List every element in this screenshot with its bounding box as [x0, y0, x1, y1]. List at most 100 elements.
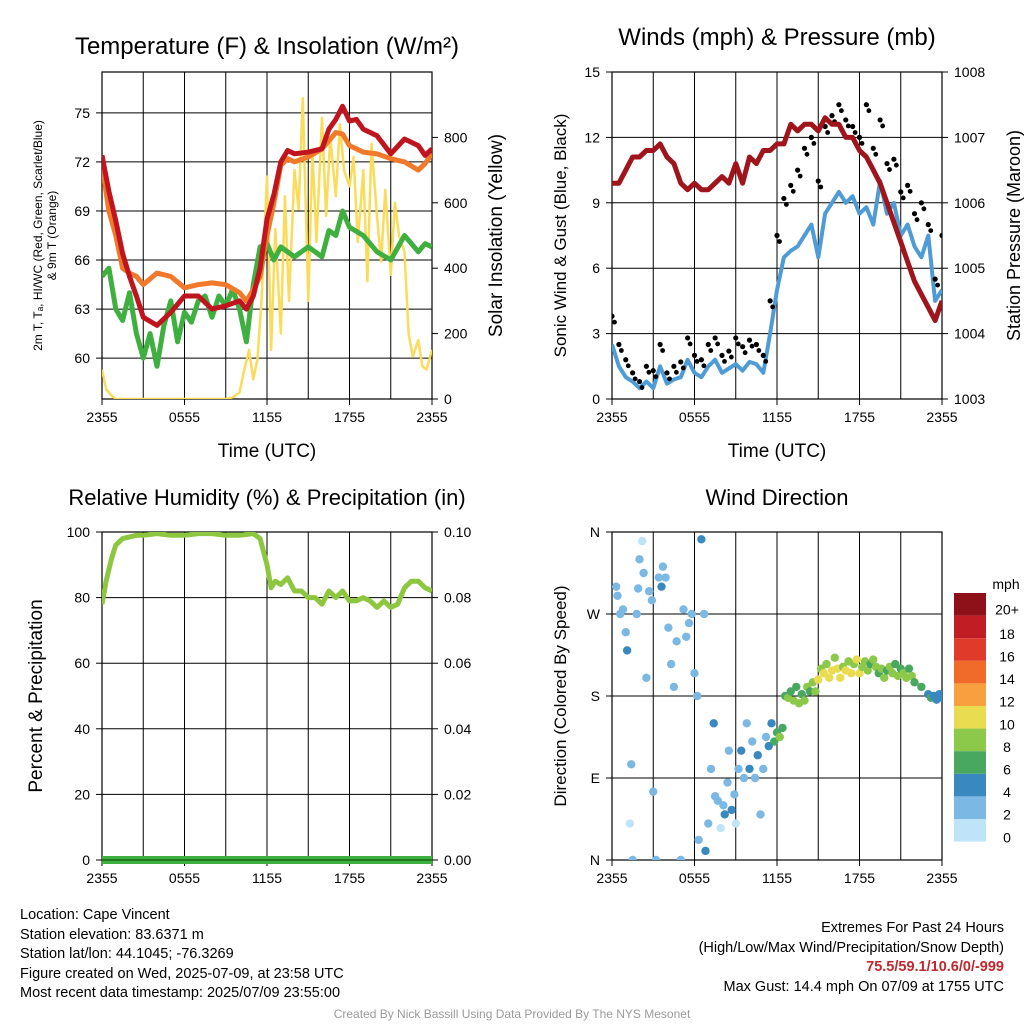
direction-point — [647, 596, 657, 605]
gust-point — [873, 151, 879, 157]
direction-point — [855, 669, 864, 678]
temperature-series — [102, 96, 432, 399]
gust-point — [797, 173, 803, 179]
direction-point — [654, 573, 663, 582]
colorbar-swatch — [954, 683, 986, 706]
gust-point — [735, 341, 741, 347]
gust-point — [863, 102, 869, 108]
pressure-y-tick-label: 1006 — [954, 195, 985, 211]
x-tick-label: 1755 — [844, 870, 875, 886]
gust-point — [900, 195, 906, 201]
gust-point — [680, 365, 686, 371]
gust-point — [742, 350, 748, 356]
direction-point — [910, 678, 919, 687]
temperature-ylabel-line1: 2m T, Tₐ, HI/WC (Red, Green, Scarlet/Blu… — [31, 120, 45, 351]
rh-y-tick-label: 0 — [82, 852, 90, 868]
direction-point — [628, 855, 637, 860]
gust-point — [770, 304, 776, 310]
direction-point — [937, 693, 942, 703]
direction-title: Wind Direction — [705, 485, 848, 510]
temperature-ylabel-line2: & 9m T (Orange) — [45, 191, 59, 281]
direction-point — [657, 582, 666, 591]
direction-point — [814, 675, 823, 684]
winds-series — [612, 102, 947, 391]
gust-point — [880, 123, 886, 129]
figure-created: Figure created on Wed, 2025-07-09, at 23… — [20, 965, 344, 982]
gust-point — [914, 217, 920, 223]
gust-point — [884, 160, 890, 167]
direction-point — [633, 584, 643, 593]
temp-y-tick-label: 69 — [74, 203, 90, 219]
gust-point — [630, 370, 636, 376]
direction-point — [836, 673, 845, 682]
pressure-ylabel: Station Pressure (Maroon) — [1004, 130, 1024, 341]
gust-point — [866, 108, 872, 114]
insolation-ylabel: Solar Insolation (Yellow) — [486, 134, 507, 337]
gust-point — [898, 189, 904, 195]
gust-point — [942, 239, 947, 244]
direction-point — [709, 719, 718, 728]
pressure-y-tick-label: 1004 — [954, 326, 985, 342]
x-tick-label: 1155 — [762, 409, 792, 425]
x-tick-label: 2355 — [926, 409, 957, 425]
direction-point — [727, 805, 736, 815]
gust-point — [691, 352, 698, 358]
gust-point — [625, 363, 631, 369]
gust-point — [616, 341, 622, 348]
gust-point — [907, 188, 913, 194]
gust-point — [891, 156, 897, 162]
colorbar-title: mph — [992, 576, 1019, 592]
direction-y-tick-label: N — [590, 852, 600, 868]
direction-point — [822, 659, 831, 669]
direction-point — [679, 605, 688, 614]
direction-points — [612, 535, 942, 860]
gust-point — [671, 363, 677, 369]
gust-point — [715, 341, 721, 347]
gust-point — [790, 188, 796, 194]
gust-point — [733, 335, 739, 341]
x-tick-label: 0555 — [169, 870, 200, 886]
gust-point — [746, 337, 753, 343]
direction-point — [797, 689, 806, 699]
gust-point — [760, 352, 766, 358]
direction-point — [719, 801, 728, 810]
direction-point — [847, 669, 856, 678]
humidity-title: Relative Humidity (%) & Precipitation (i… — [68, 485, 465, 510]
direction-point — [720, 810, 729, 819]
direction-point — [753, 751, 762, 760]
winds-ylabel-left: Sonic Wind & Gust (Blue, Black) — [551, 114, 570, 358]
series-line-temp_red — [102, 103, 432, 328]
direction-point — [742, 719, 751, 728]
winds-xlabel: Time (UTC) — [728, 441, 827, 462]
direction-point — [625, 819, 635, 828]
gust-point — [928, 228, 934, 234]
temperature-title: Temperature (F) & Insolation (W/m²) — [75, 33, 459, 60]
direction-point — [863, 666, 872, 675]
direction-point — [775, 732, 784, 742]
speed-colorbar: mph 20+ 18 16 14 12 10 8 6 4 2 0 — [954, 576, 1020, 845]
direction-point — [880, 673, 889, 682]
insolation-y-tick-label: 200 — [444, 326, 468, 342]
colorbar-label: 4 — [1003, 784, 1011, 800]
gust-point — [719, 352, 725, 358]
gust-point — [660, 348, 666, 353]
direction-point — [621, 628, 630, 637]
temp-y-tick-label: 60 — [74, 350, 90, 366]
direction-point — [638, 536, 647, 546]
gust-point — [843, 117, 849, 123]
direction-point — [701, 846, 710, 856]
insolation-y-tick-label: 800 — [444, 129, 468, 145]
gust-point — [664, 370, 670, 376]
rh-y-tick-label: 80 — [74, 590, 90, 606]
gust-point — [815, 178, 821, 184]
gust-point — [811, 141, 817, 146]
x-tick-label: 1755 — [844, 409, 875, 425]
pressure-y-tick-label: 1003 — [954, 391, 985, 407]
humidity-series — [102, 532, 432, 610]
gust-point — [893, 162, 899, 168]
direction-point — [723, 778, 732, 787]
direction-point — [731, 819, 740, 828]
gust-point — [925, 222, 931, 228]
rh-y-tick-label: 20 — [74, 786, 90, 802]
